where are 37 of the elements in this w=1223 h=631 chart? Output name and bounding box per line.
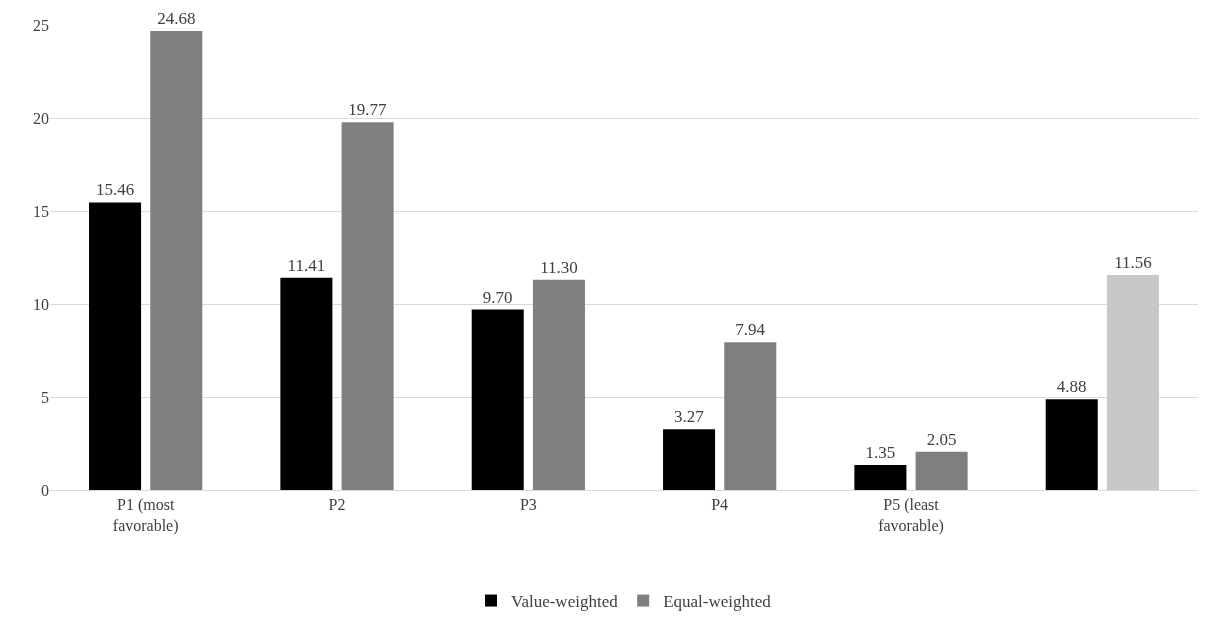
bar: [1045, 399, 1098, 490]
legend-label: Equal-weighted: [663, 592, 772, 612]
data-label: 9.70: [482, 287, 513, 307]
x-tick-label: P4: [711, 496, 729, 514]
bar: [663, 429, 716, 490]
bar: [150, 30, 203, 490]
x-tick-label: P5 (least favorable): [878, 496, 944, 535]
data-label: 3.27: [673, 407, 705, 427]
data-label: 24.68: [157, 8, 196, 28]
data-label: 2.05: [926, 429, 957, 449]
bar: [341, 122, 394, 490]
x-tick-label: P3: [519, 496, 537, 514]
data-label: 4.88: [1056, 377, 1087, 397]
bar: [471, 309, 524, 490]
data-label: 15.46: [95, 180, 135, 200]
x-tick-label: P1 (most favorable): [112, 496, 179, 535]
data-label: 19.77: [348, 100, 387, 120]
y-tick-label: 15: [33, 202, 49, 220]
data-label: 7.94: [735, 320, 766, 340]
bar: [854, 464, 907, 490]
y-tick-label: 0: [41, 481, 49, 499]
bar: [915, 451, 968, 490]
y-tick-label: 5: [41, 388, 49, 406]
bar: [1106, 274, 1159, 490]
bar: [280, 277, 333, 490]
data-label: 11.30: [540, 257, 578, 277]
y-tick-label: 20: [33, 109, 49, 127]
y-tick-label: 25: [33, 16, 49, 34]
y-tick-label: 10: [33, 295, 49, 313]
x-tick-label: P2: [328, 496, 346, 514]
bar: [532, 279, 585, 490]
bar: [724, 342, 777, 490]
data-label: 11.56: [1114, 252, 1152, 272]
bar: [89, 202, 142, 490]
data-label: 11.41: [287, 255, 326, 275]
legend-label: Value-weighted: [511, 592, 619, 612]
data-label: 1.35: [865, 442, 896, 462]
